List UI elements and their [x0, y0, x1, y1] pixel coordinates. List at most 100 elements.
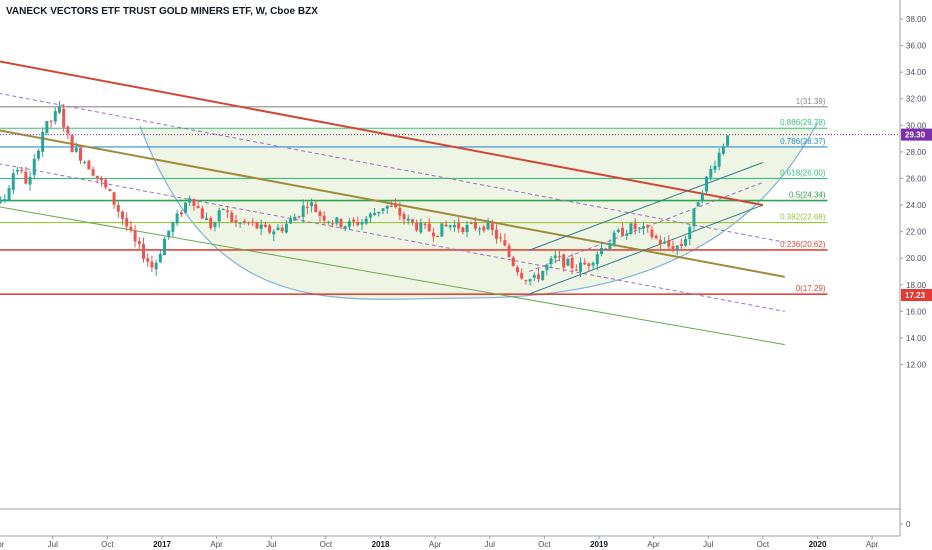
candle-body	[255, 222, 259, 229]
candle-body	[45, 120, 49, 133]
candle-body	[583, 262, 587, 265]
candle-body	[62, 108, 66, 128]
candle-body	[133, 230, 137, 242]
candle-body	[717, 152, 721, 167]
candle-body	[272, 231, 276, 235]
candle-body	[608, 243, 612, 249]
fib-label-1: 1(31.39)	[796, 97, 826, 106]
candle-body	[196, 206, 200, 208]
candle-body	[427, 223, 431, 232]
candle-body	[125, 218, 129, 227]
candle-body	[112, 192, 116, 205]
trendline-2	[0, 206, 785, 346]
candle-body	[541, 270, 545, 281]
x-axis-panel	[0, 536, 932, 550]
candle-body	[70, 134, 74, 153]
candle-body	[423, 223, 427, 225]
y-tick-label: 16.00	[906, 307, 927, 316]
candle-body	[146, 258, 150, 262]
candle-body	[486, 222, 490, 230]
candle-body	[188, 198, 192, 203]
candle-body	[322, 215, 326, 221]
candle-body	[49, 120, 53, 122]
x-tick-label: Jul	[48, 540, 58, 549]
candle-body	[507, 245, 511, 257]
y-tick-label: 22.00	[906, 228, 927, 237]
x-tick-label: 2017	[153, 540, 171, 549]
candle-body	[591, 262, 595, 266]
candle-body	[562, 254, 566, 268]
x-tick-label: Apr	[429, 540, 442, 549]
candle-body	[352, 219, 356, 222]
candle-body	[692, 208, 696, 227]
candle-body	[642, 226, 646, 229]
candle-body	[179, 212, 183, 215]
y-tick-label: 18.00	[906, 281, 927, 290]
fib-label-0-786: 0.786(28.37)	[780, 137, 826, 146]
candle-body	[494, 229, 498, 239]
candle-body	[41, 132, 45, 152]
candle-body	[238, 222, 242, 224]
y-tick-label: 20.00	[906, 254, 927, 263]
candle-body	[226, 210, 230, 212]
fibonacci-retracement: 1(31.39) 0.886(29.78) 0.786(28.37) 0.618(26…	[0, 97, 828, 296]
candle-body	[536, 274, 540, 280]
x-tick-label: Apr	[647, 540, 660, 549]
y-axis-panel	[900, 0, 932, 550]
trendline-5	[528, 204, 764, 295]
x-tick-label: Oct	[320, 540, 333, 549]
candle-body	[11, 173, 15, 190]
candle-body	[53, 111, 57, 122]
candle-body	[230, 212, 234, 222]
candle-body	[373, 213, 377, 216]
candle-body	[633, 223, 637, 230]
candle-body	[129, 226, 133, 231]
candle-body	[20, 170, 24, 172]
candle-body	[671, 246, 675, 251]
candle-body	[574, 269, 578, 271]
candle-body	[251, 221, 255, 223]
candle-body	[410, 219, 414, 223]
candle-body	[242, 220, 246, 223]
candle-body	[478, 228, 482, 230]
candle-body	[305, 206, 309, 208]
low-price-tag-label: 17.23	[905, 291, 926, 300]
x-tick-label: Oct	[538, 540, 551, 549]
candle-body	[503, 240, 507, 246]
candle-body	[663, 241, 667, 244]
candle-body	[87, 160, 91, 170]
candle-body	[675, 245, 679, 250]
candle-body	[331, 223, 335, 225]
candle-body	[175, 213, 179, 224]
candle-body	[440, 223, 444, 237]
candle-body	[558, 255, 562, 257]
y-tick-label: 24.00	[906, 201, 927, 210]
fib-label-0-5: 0.5(24.34)	[789, 191, 826, 200]
x-tick-label: 2018	[372, 540, 390, 549]
candle-body	[604, 248, 608, 250]
candle-body	[335, 217, 339, 224]
candle-body	[721, 146, 725, 154]
candle-body	[402, 214, 406, 220]
candle-body	[276, 227, 280, 231]
candle-body	[83, 161, 87, 163]
candle-body	[217, 210, 221, 222]
candle-body	[679, 244, 683, 247]
candle-body	[268, 225, 272, 233]
x-tick-label: Jul	[485, 540, 495, 549]
candle-body	[36, 150, 40, 159]
y-tick-label: 30.00	[906, 121, 927, 130]
bowl-curve	[139, 122, 819, 300]
candle-body	[469, 222, 473, 224]
candle-body	[297, 216, 301, 218]
trendline-4	[0, 163, 785, 312]
chart-title: VANECK VECTORS ETF TRUST GOLD MINERS ETF…	[6, 6, 318, 17]
candle-body	[314, 204, 318, 213]
candle-body	[200, 208, 204, 219]
y-tick-label: 26.00	[906, 174, 927, 183]
candle-body	[436, 235, 440, 237]
candle-body	[566, 258, 570, 266]
candle-body	[444, 224, 448, 227]
y-tick-label: 36.00	[906, 42, 927, 51]
